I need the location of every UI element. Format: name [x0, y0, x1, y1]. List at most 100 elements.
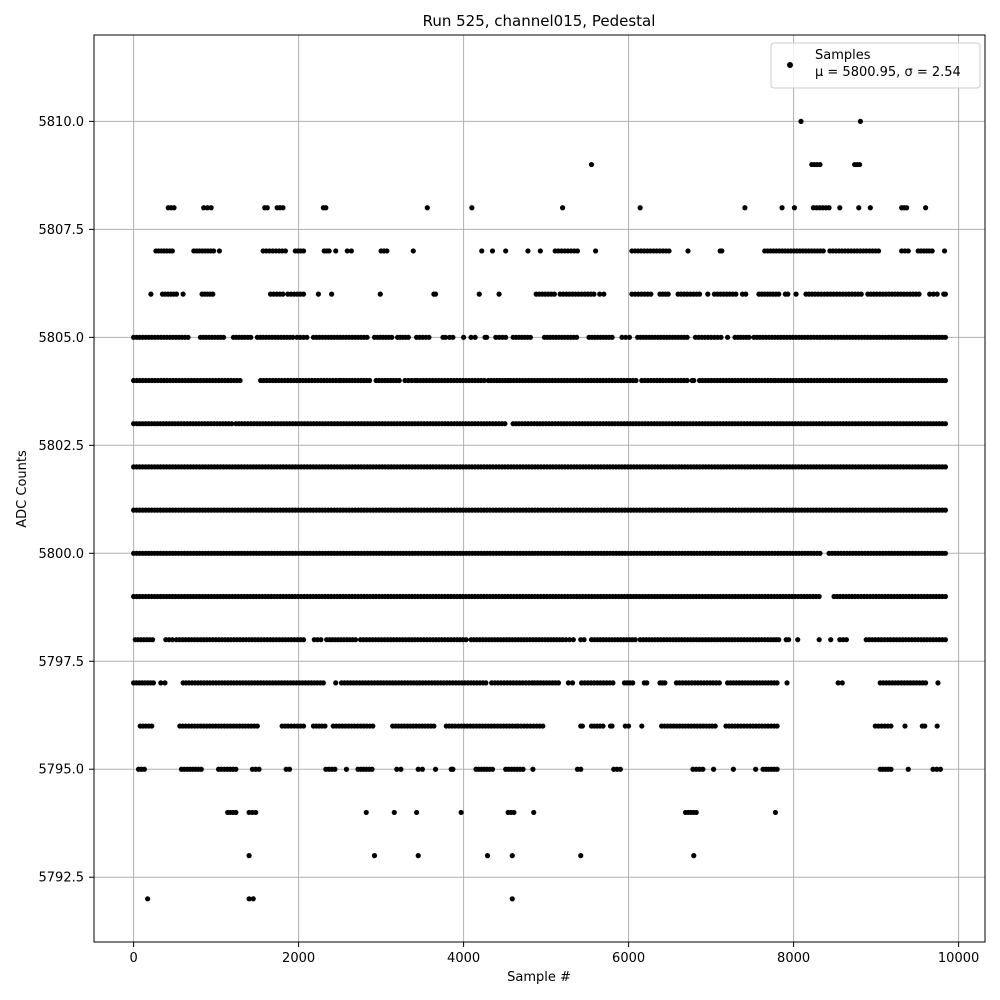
data-point [322, 723, 328, 729]
data-point [684, 377, 690, 384]
data-point [537, 248, 543, 254]
data-point [875, 248, 882, 254]
data-point [942, 637, 949, 643]
data-point [530, 766, 536, 772]
data-point [816, 637, 822, 643]
data-point [578, 766, 584, 772]
data-point [574, 334, 580, 340]
data-point [623, 334, 629, 340]
data-point [786, 637, 792, 643]
data-point [733, 291, 739, 297]
data-point [329, 291, 335, 297]
x-tick-label: 0 [129, 951, 137, 966]
data-point [626, 723, 632, 729]
data-point [237, 377, 243, 384]
data-point [415, 853, 421, 859]
data-point [776, 291, 782, 297]
data-point [837, 205, 843, 211]
data-point [496, 291, 502, 297]
data-point [798, 118, 804, 124]
data-point [942, 593, 949, 600]
data-point [648, 291, 654, 297]
data-point [431, 723, 437, 729]
data-point [730, 766, 736, 772]
data-point [609, 723, 615, 729]
data-point [666, 248, 672, 254]
data-point [942, 291, 949, 297]
data-point [888, 766, 894, 772]
data-point [364, 334, 370, 340]
data-point [370, 723, 376, 729]
data-point [601, 291, 607, 297]
data-point [858, 291, 864, 297]
data-point [405, 334, 411, 340]
data-point [593, 248, 599, 254]
data-point [185, 334, 191, 340]
data-point [693, 809, 699, 816]
data-point [772, 809, 779, 816]
data-point [785, 291, 791, 297]
data-point [937, 766, 944, 772]
data-point [691, 377, 697, 384]
data-point [617, 766, 623, 772]
data-point [377, 291, 383, 297]
data-point [410, 248, 416, 254]
y-tick-label: 5792.5 [39, 871, 85, 886]
data-point [264, 205, 270, 211]
data-point [565, 680, 571, 686]
data-point [352, 637, 359, 643]
data-point [685, 248, 691, 254]
y-tick-label: 5810.0 [39, 115, 85, 130]
data-point [332, 766, 338, 772]
data-point [746, 334, 752, 340]
data-point [204, 205, 211, 211]
data-point [315, 291, 321, 297]
data-point [300, 637, 307, 643]
data-point [923, 680, 929, 686]
y-tick-label: 5805.0 [39, 331, 85, 346]
data-point [458, 809, 464, 816]
data-point [211, 248, 217, 254]
data-point [150, 680, 156, 686]
data-point [930, 766, 936, 772]
data-point [691, 853, 697, 859]
chart-title: Run 525, channel015, Pedestal [423, 12, 656, 30]
data-point [867, 205, 873, 211]
data-point [233, 766, 239, 772]
data-point [905, 248, 911, 254]
x-tick-label: 6000 [612, 951, 645, 966]
data-point [540, 723, 546, 729]
data-point [774, 680, 780, 686]
data-point [413, 809, 420, 816]
x-tick-label: 2000 [282, 951, 315, 966]
data-point [710, 766, 717, 772]
data-point [216, 248, 222, 254]
data-point [343, 766, 350, 772]
y-tick-label: 5807.5 [39, 223, 85, 238]
data-point [320, 680, 326, 686]
data-point [619, 334, 625, 340]
data-point [588, 161, 595, 168]
data-point [290, 334, 296, 340]
data-point [396, 377, 402, 384]
data-point [942, 550, 949, 556]
data-point [333, 248, 339, 254]
data-point [300, 723, 307, 729]
data-point [503, 248, 509, 254]
data-point [567, 637, 573, 643]
data-point [923, 205, 929, 211]
data-point [570, 637, 576, 643]
data-point [934, 766, 940, 772]
data-point [942, 464, 949, 470]
data-point [476, 291, 482, 297]
data-point [469, 205, 475, 211]
data-point [857, 161, 863, 168]
data-point [942, 507, 949, 513]
data-point [300, 248, 307, 254]
data-point [171, 205, 177, 211]
data-point [472, 334, 478, 340]
data-point [509, 896, 515, 902]
data-point [391, 809, 397, 816]
data-point [563, 637, 569, 643]
data-point [742, 205, 748, 211]
